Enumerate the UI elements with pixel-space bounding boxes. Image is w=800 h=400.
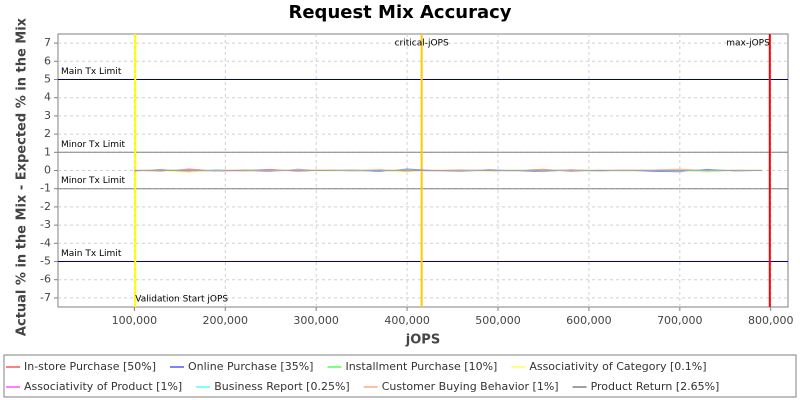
marker-label: Validation Start jOPS bbox=[135, 295, 228, 305]
x-tick-label: 300,000 bbox=[293, 314, 339, 327]
y-tick-label: -6 bbox=[40, 273, 51, 286]
y-tick-label: -4 bbox=[40, 236, 51, 249]
y-tick-label: 2 bbox=[44, 127, 51, 140]
x-tick-label: 800,000 bbox=[748, 314, 794, 327]
y-tick-label: 1 bbox=[44, 145, 51, 158]
legend-item: In-store Purchase [50%] bbox=[6, 360, 156, 373]
legend-label: In-store Purchase [50%] bbox=[24, 360, 156, 373]
y-tick-label: 6 bbox=[44, 54, 51, 67]
y-tick-label: 7 bbox=[44, 36, 51, 49]
legend-label: Business Report [0.25%] bbox=[214, 380, 350, 393]
x-tick-label: 700,000 bbox=[657, 314, 703, 327]
legend-item: Associativity of Product [1%] bbox=[6, 380, 182, 393]
y-tick-label: -7 bbox=[40, 291, 51, 304]
y-axis-title: Actual % in the Mix - Expected % in the … bbox=[15, 17, 30, 336]
x-tick-label: 500,000 bbox=[475, 314, 521, 327]
y-tick-label: -1 bbox=[40, 182, 51, 195]
legend-label: Associativity of Product [1%] bbox=[24, 380, 182, 393]
y-tick-label: 4 bbox=[44, 91, 51, 104]
legend-box bbox=[3, 354, 797, 398]
y-tick-label: 0 bbox=[44, 164, 51, 177]
series-line bbox=[134, 169, 762, 172]
marker-label: critical-jOPS bbox=[395, 39, 449, 49]
y-tick-label: -2 bbox=[40, 200, 51, 213]
x-axis-title: jOPS bbox=[405, 333, 440, 348]
y-tick-label: -3 bbox=[40, 218, 51, 231]
limit-label: Minor Tx Limit bbox=[61, 176, 126, 186]
legend-item: Associativity of Category [0.1%] bbox=[511, 360, 707, 373]
legend-label: Online Purchase [35%] bbox=[188, 360, 313, 373]
legend-item: Online Purchase [35%] bbox=[169, 360, 313, 373]
legend-item: Installment Purchase [10%] bbox=[327, 360, 497, 373]
limit-label: Main Tx Limit bbox=[61, 67, 122, 77]
legend-label: Customer Buying Behavior [1%] bbox=[382, 380, 559, 393]
x-tick-label: 100,000 bbox=[112, 314, 158, 327]
marker-label: max-jOPS bbox=[726, 39, 770, 49]
legend-label: Associativity of Category [0.1%] bbox=[529, 360, 706, 373]
y-tick-label: 3 bbox=[44, 109, 51, 122]
legend-item: Business Report [0.25%] bbox=[196, 380, 350, 393]
legend-item: Product Return [2.65%] bbox=[572, 380, 720, 393]
x-tick-label: 600,000 bbox=[566, 314, 612, 327]
limit-label: Main Tx Limit bbox=[61, 249, 122, 259]
limit-label: Minor Tx Limit bbox=[61, 140, 126, 150]
x-tick-label: 400,000 bbox=[384, 314, 430, 327]
y-tick-label: 5 bbox=[44, 73, 51, 86]
legend-label: Installment Purchase [10%] bbox=[345, 360, 497, 373]
x-tick-label: 200,000 bbox=[203, 314, 249, 327]
chart-title: Request Mix Accuracy bbox=[288, 2, 511, 23]
legend-label: Product Return [2.65%] bbox=[591, 380, 720, 393]
legend-item: Customer Buying Behavior [1%] bbox=[363, 380, 559, 393]
y-tick-label: -5 bbox=[40, 255, 51, 268]
